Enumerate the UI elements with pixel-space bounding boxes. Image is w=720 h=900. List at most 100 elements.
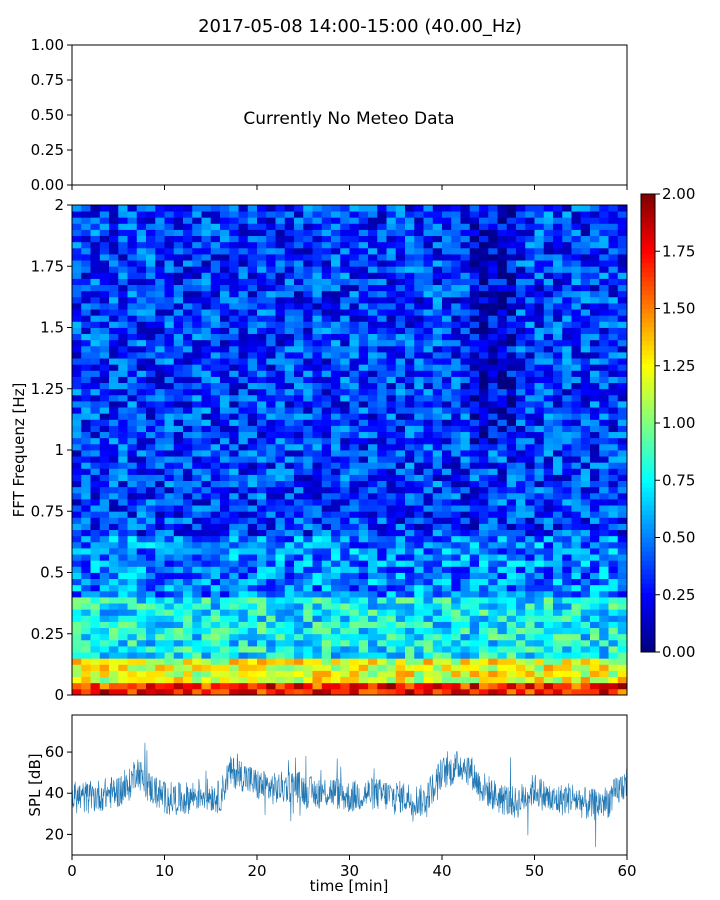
spectrogram-cell	[442, 376, 452, 384]
spectrogram-cell	[238, 419, 249, 426]
spectrogram-cell	[599, 548, 609, 555]
spectrogram-cell	[516, 370, 526, 377]
spectrogram-cell	[99, 492, 110, 500]
spectrogram-cell	[414, 345, 424, 353]
spectrogram-cell	[183, 278, 193, 286]
spectrogram-cell	[173, 217, 184, 224]
spectrogram-cell	[183, 474, 193, 482]
spectrogram-cell	[72, 315, 82, 322]
colorbar-swatch	[641, 221, 655, 227]
spectrogram-cell	[127, 266, 138, 273]
spectrogram-cell	[201, 566, 212, 573]
spectrogram-cell	[423, 639, 434, 647]
spectrogram-cell	[377, 425, 387, 433]
spectrogram-cell	[469, 633, 480, 641]
spectrogram-cell	[349, 548, 360, 555]
spectrogram-cell	[109, 260, 119, 267]
spectrogram-cell	[321, 407, 332, 414]
spectrogram-cell	[553, 303, 563, 310]
spectrogram-cell	[164, 431, 175, 439]
spectrogram-cell	[90, 388, 101, 396]
spectrogram-cell	[580, 394, 591, 402]
spectrogram-cell	[173, 456, 184, 463]
spectrogram-cell	[321, 566, 332, 573]
spectrogram-cell	[488, 658, 498, 665]
spectrogram-cell	[173, 633, 184, 641]
spectrogram-cell	[183, 505, 193, 512]
spectrogram-cell	[516, 664, 526, 671]
spectrogram-cell	[405, 217, 415, 224]
colorbar-swatch	[641, 267, 655, 273]
spectrogram-cell	[99, 205, 110, 212]
spectrogram-cell	[99, 278, 110, 286]
spectrogram-cell	[72, 266, 82, 273]
spectrogram-cell	[497, 217, 508, 224]
spectrogram-cell	[516, 511, 526, 518]
spectrogram-cell	[405, 474, 415, 482]
spectrogram-cell	[497, 664, 508, 671]
spectrogram-cell	[358, 382, 369, 390]
spectrogram-cell	[395, 499, 406, 506]
spectrogram-cell	[358, 333, 369, 341]
spectrogram-cell	[553, 664, 563, 671]
colorbar-swatch	[641, 569, 655, 575]
spectrogram-cell	[349, 278, 360, 286]
spectrogram-cell	[553, 345, 563, 353]
spectrogram-cell	[257, 621, 267, 629]
spectrogram-cell	[414, 688, 424, 696]
spectrogram-cell	[220, 388, 230, 396]
spectrogram-cell	[210, 425, 221, 433]
spectrogram-cell	[109, 315, 119, 322]
spectrogram-cell	[247, 241, 258, 249]
spectrogram-cell	[525, 609, 535, 616]
spectrogram-cell	[580, 676, 591, 684]
spectrogram-cell	[423, 266, 434, 273]
spectrogram-cell	[118, 272, 128, 279]
spectrogram-cell	[127, 370, 138, 377]
spectrogram-cell	[358, 431, 369, 439]
spectrogram-cell	[608, 376, 619, 384]
spectrogram-cell	[238, 535, 249, 543]
spectrogram-cell	[571, 296, 582, 304]
spectrogram-cell	[210, 492, 221, 500]
spectrogram-cell	[405, 560, 415, 567]
spectrogram-cell	[183, 450, 193, 457]
spectrogram-cell	[368, 352, 378, 359]
spectrogram-cell	[516, 425, 526, 433]
spectrogram-cell	[358, 535, 369, 543]
spectrogram-cell	[321, 688, 332, 696]
spectrogram-cell	[599, 664, 609, 671]
spectrogram-cell	[192, 401, 202, 408]
spectrogram-cell	[321, 682, 332, 690]
spectrogram-cell	[414, 603, 424, 610]
spectrogram-cell	[331, 688, 341, 696]
spectrogram-cell	[81, 541, 91, 549]
spectrogram-cell	[247, 474, 258, 482]
spectrogram-cell	[497, 272, 508, 279]
spectrogram-cell	[201, 388, 212, 396]
spectrogram-cell	[99, 309, 110, 316]
spectrogram-cell	[599, 358, 609, 365]
spectrogram-cell	[275, 376, 286, 384]
spectrogram-cell	[562, 345, 572, 353]
spectrogram-cell	[543, 621, 554, 629]
spectrogram-cell	[580, 529, 591, 537]
spectrogram-cell	[525, 548, 535, 555]
spectrogram-cell	[275, 382, 286, 390]
spectrogram-cell	[72, 499, 82, 506]
spectrogram-cell	[608, 229, 619, 237]
spectrogram-cell	[136, 560, 147, 567]
spectrogram-cell	[460, 646, 471, 653]
spectrogram-cell	[562, 652, 572, 659]
spectrogram-cell	[81, 658, 91, 665]
spectrogram-cell	[173, 394, 184, 402]
spectrogram-cell	[201, 272, 212, 279]
spectrogram-cell	[303, 364, 313, 371]
spectrogram-cell	[155, 486, 165, 494]
spectrogram-cell	[358, 413, 369, 420]
spectrogram-cell	[423, 560, 434, 567]
spectrogram-cell	[395, 437, 406, 445]
spectrogram-cell	[229, 633, 239, 641]
spectrogram-cell	[294, 266, 304, 273]
spectrogram-cell	[321, 633, 332, 641]
